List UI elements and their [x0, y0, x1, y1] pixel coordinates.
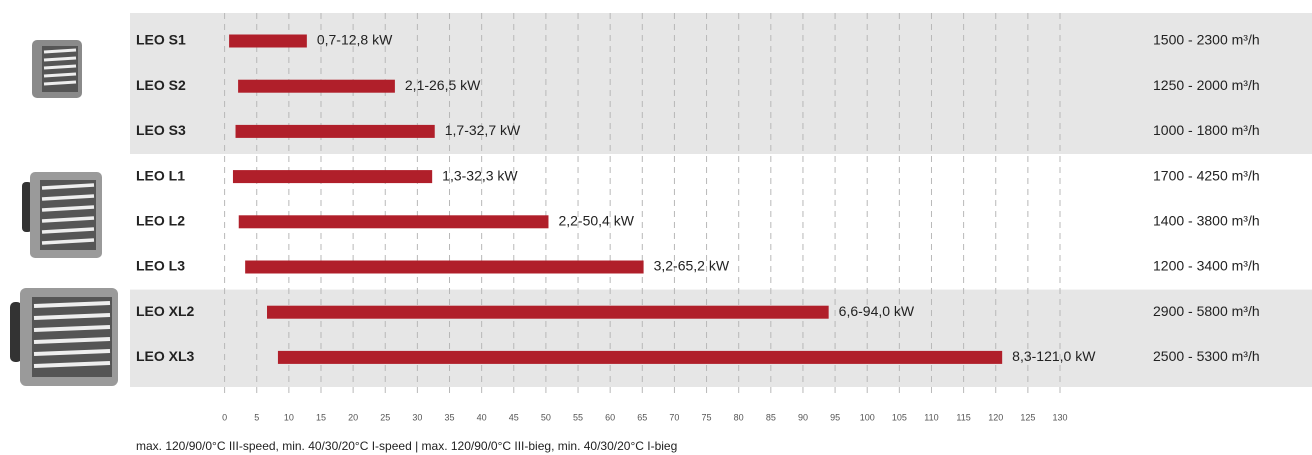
- bar: [235, 124, 435, 138]
- x-tick-label: 130: [1052, 412, 1067, 422]
- value-label: 6,6-94,0 kW: [839, 303, 915, 319]
- x-tick-label: 60: [605, 412, 615, 422]
- x-tick-label: 10: [284, 412, 294, 422]
- value-label: 2,1-26,5 kW: [405, 77, 481, 93]
- value-label: 3,2-65,2 kW: [654, 258, 730, 274]
- x-tick-label: 90: [798, 412, 808, 422]
- value-label: 8,3-121,0 kW: [1012, 348, 1096, 364]
- category-label: LEO L3: [136, 258, 185, 274]
- x-tick-label: 15: [316, 412, 326, 422]
- bar: [245, 260, 644, 274]
- x-tick-label: 50: [541, 412, 551, 422]
- x-tick-label: 125: [1020, 412, 1035, 422]
- x-tick-label: 65: [637, 412, 647, 422]
- x-tick-label: 20: [348, 412, 358, 422]
- x-tick-label: 100: [860, 412, 875, 422]
- heater-icon: [10, 288, 118, 386]
- value-label: 0,7-12,8 kW: [317, 32, 393, 48]
- x-tick-label: 80: [734, 412, 744, 422]
- x-tick-label: 5: [254, 412, 259, 422]
- x-tick-label: 75: [702, 412, 712, 422]
- airflow-label: 1400 - 3800 m³/h: [1153, 213, 1260, 229]
- bar: [277, 350, 1003, 364]
- x-tick-label: 105: [892, 412, 907, 422]
- x-tick-label: 85: [766, 412, 776, 422]
- x-tick-label: 120: [988, 412, 1003, 422]
- x-tick-label: 35: [445, 412, 455, 422]
- category-label: LEO L1: [136, 167, 185, 183]
- category-label: LEO XL3: [136, 348, 195, 364]
- plot: LEO S1 0,7-12,8 kW 1500 - 2300 m³/h LEO S2 2…: [136, 32, 1260, 364]
- grid: 0 5 10 15 20 25 30 35 40 45 50 55 60 65 70 75 80 85 90 95 10…: [222, 13, 1068, 422]
- value-label: 1,7-32,7 kW: [445, 122, 521, 138]
- x-tick-label: 40: [477, 412, 487, 422]
- category-label: LEO L2: [136, 213, 185, 229]
- bar: [232, 170, 433, 184]
- heater-icon: [32, 40, 82, 98]
- bar: [229, 34, 307, 48]
- x-tick-label: 25: [380, 412, 390, 422]
- airflow-label: 1700 - 4250 m³/h: [1153, 167, 1260, 183]
- x-tick-label: 70: [669, 412, 679, 422]
- heater-icons: [10, 40, 118, 386]
- x-tick-label: 110: [924, 412, 938, 422]
- bar: [238, 79, 395, 93]
- x-tick-label: 0: [222, 412, 227, 422]
- airflow-label: 1500 - 2300 m³/h: [1153, 32, 1260, 48]
- group-bands: [130, 13, 1312, 387]
- airflow-label: 1000 - 1800 m³/h: [1153, 122, 1260, 138]
- footnote: max. 120/90/0°C III-speed, min. 40/30/20…: [136, 439, 677, 453]
- x-tick-label: 115: [956, 412, 970, 422]
- value-label: 1,3-32,3 kW: [442, 167, 518, 183]
- bar: [238, 215, 549, 229]
- x-tick-label: 45: [509, 412, 519, 422]
- x-tick-label: 30: [412, 412, 422, 422]
- airflow-label: 2500 - 5300 m³/h: [1153, 348, 1260, 364]
- bar: [267, 305, 829, 319]
- airflow-label: 1250 - 2000 m³/h: [1153, 77, 1260, 93]
- category-label: LEO S2: [136, 77, 186, 93]
- x-tick-label: 95: [830, 412, 840, 422]
- airflow-label: 1200 - 3400 m³/h: [1153, 258, 1260, 274]
- heater-icon: [22, 172, 102, 258]
- value-label: 2,2-50,4 kW: [558, 213, 634, 229]
- group-band: [130, 289, 1312, 387]
- category-label: LEO S1: [136, 32, 186, 48]
- category-label: LEO XL2: [136, 303, 195, 319]
- category-label: LEO S3: [136, 122, 186, 138]
- airflow-label: 2900 - 5800 m³/h: [1153, 303, 1260, 319]
- x-tick-label: 55: [573, 412, 583, 422]
